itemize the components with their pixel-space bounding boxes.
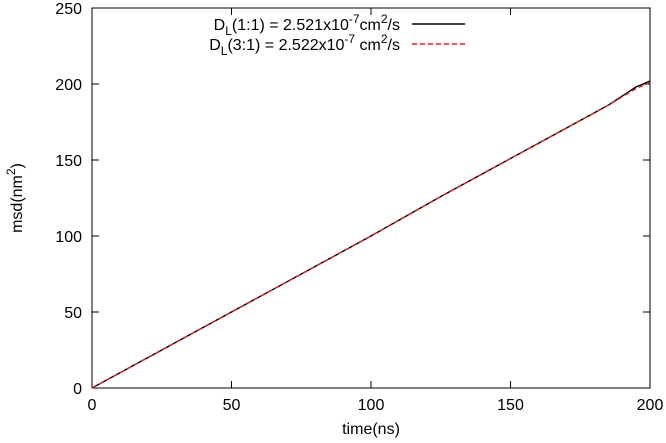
plot-frame bbox=[91, 7, 651, 389]
y-tick-label: 200 bbox=[55, 77, 82, 94]
series-line-1 bbox=[91, 80, 651, 389]
x-axis-label: time(ns) bbox=[342, 421, 400, 438]
y-tick-label: 0 bbox=[73, 381, 82, 398]
y-tick-label: 50 bbox=[64, 305, 82, 322]
series-line-2 bbox=[91, 81, 651, 389]
legend-label-1: DL(1:1) = 2.521x10-7cm2/s bbox=[214, 12, 400, 38]
y-axis-label: msd(nm2) bbox=[4, 163, 26, 233]
x-tick-label: 150 bbox=[497, 397, 524, 414]
legend: DL(1:1) = 2.521x10-7cm2/sDL(3:1) = 2.522… bbox=[209, 12, 465, 58]
axis-labels: time(ns) msd(nm2) bbox=[4, 163, 400, 438]
series-lines bbox=[91, 80, 651, 389]
y-tick-label: 100 bbox=[55, 229, 82, 246]
y-tick-label: 150 bbox=[55, 153, 82, 170]
x-tick-label: 100 bbox=[358, 397, 385, 414]
x-tick-label: 0 bbox=[88, 397, 97, 414]
x-tick-label: 200 bbox=[637, 397, 664, 414]
axis-ticks: 0 50 100 150 200 0 50 100 150 200 250 bbox=[55, 1, 663, 414]
x-tick-label: 50 bbox=[223, 397, 241, 414]
y-tick-label: 250 bbox=[55, 1, 82, 18]
plot-area bbox=[91, 7, 651, 389]
legend-label-2: DL(3:1) = 2.522x10-7 cm2/s bbox=[209, 32, 400, 58]
